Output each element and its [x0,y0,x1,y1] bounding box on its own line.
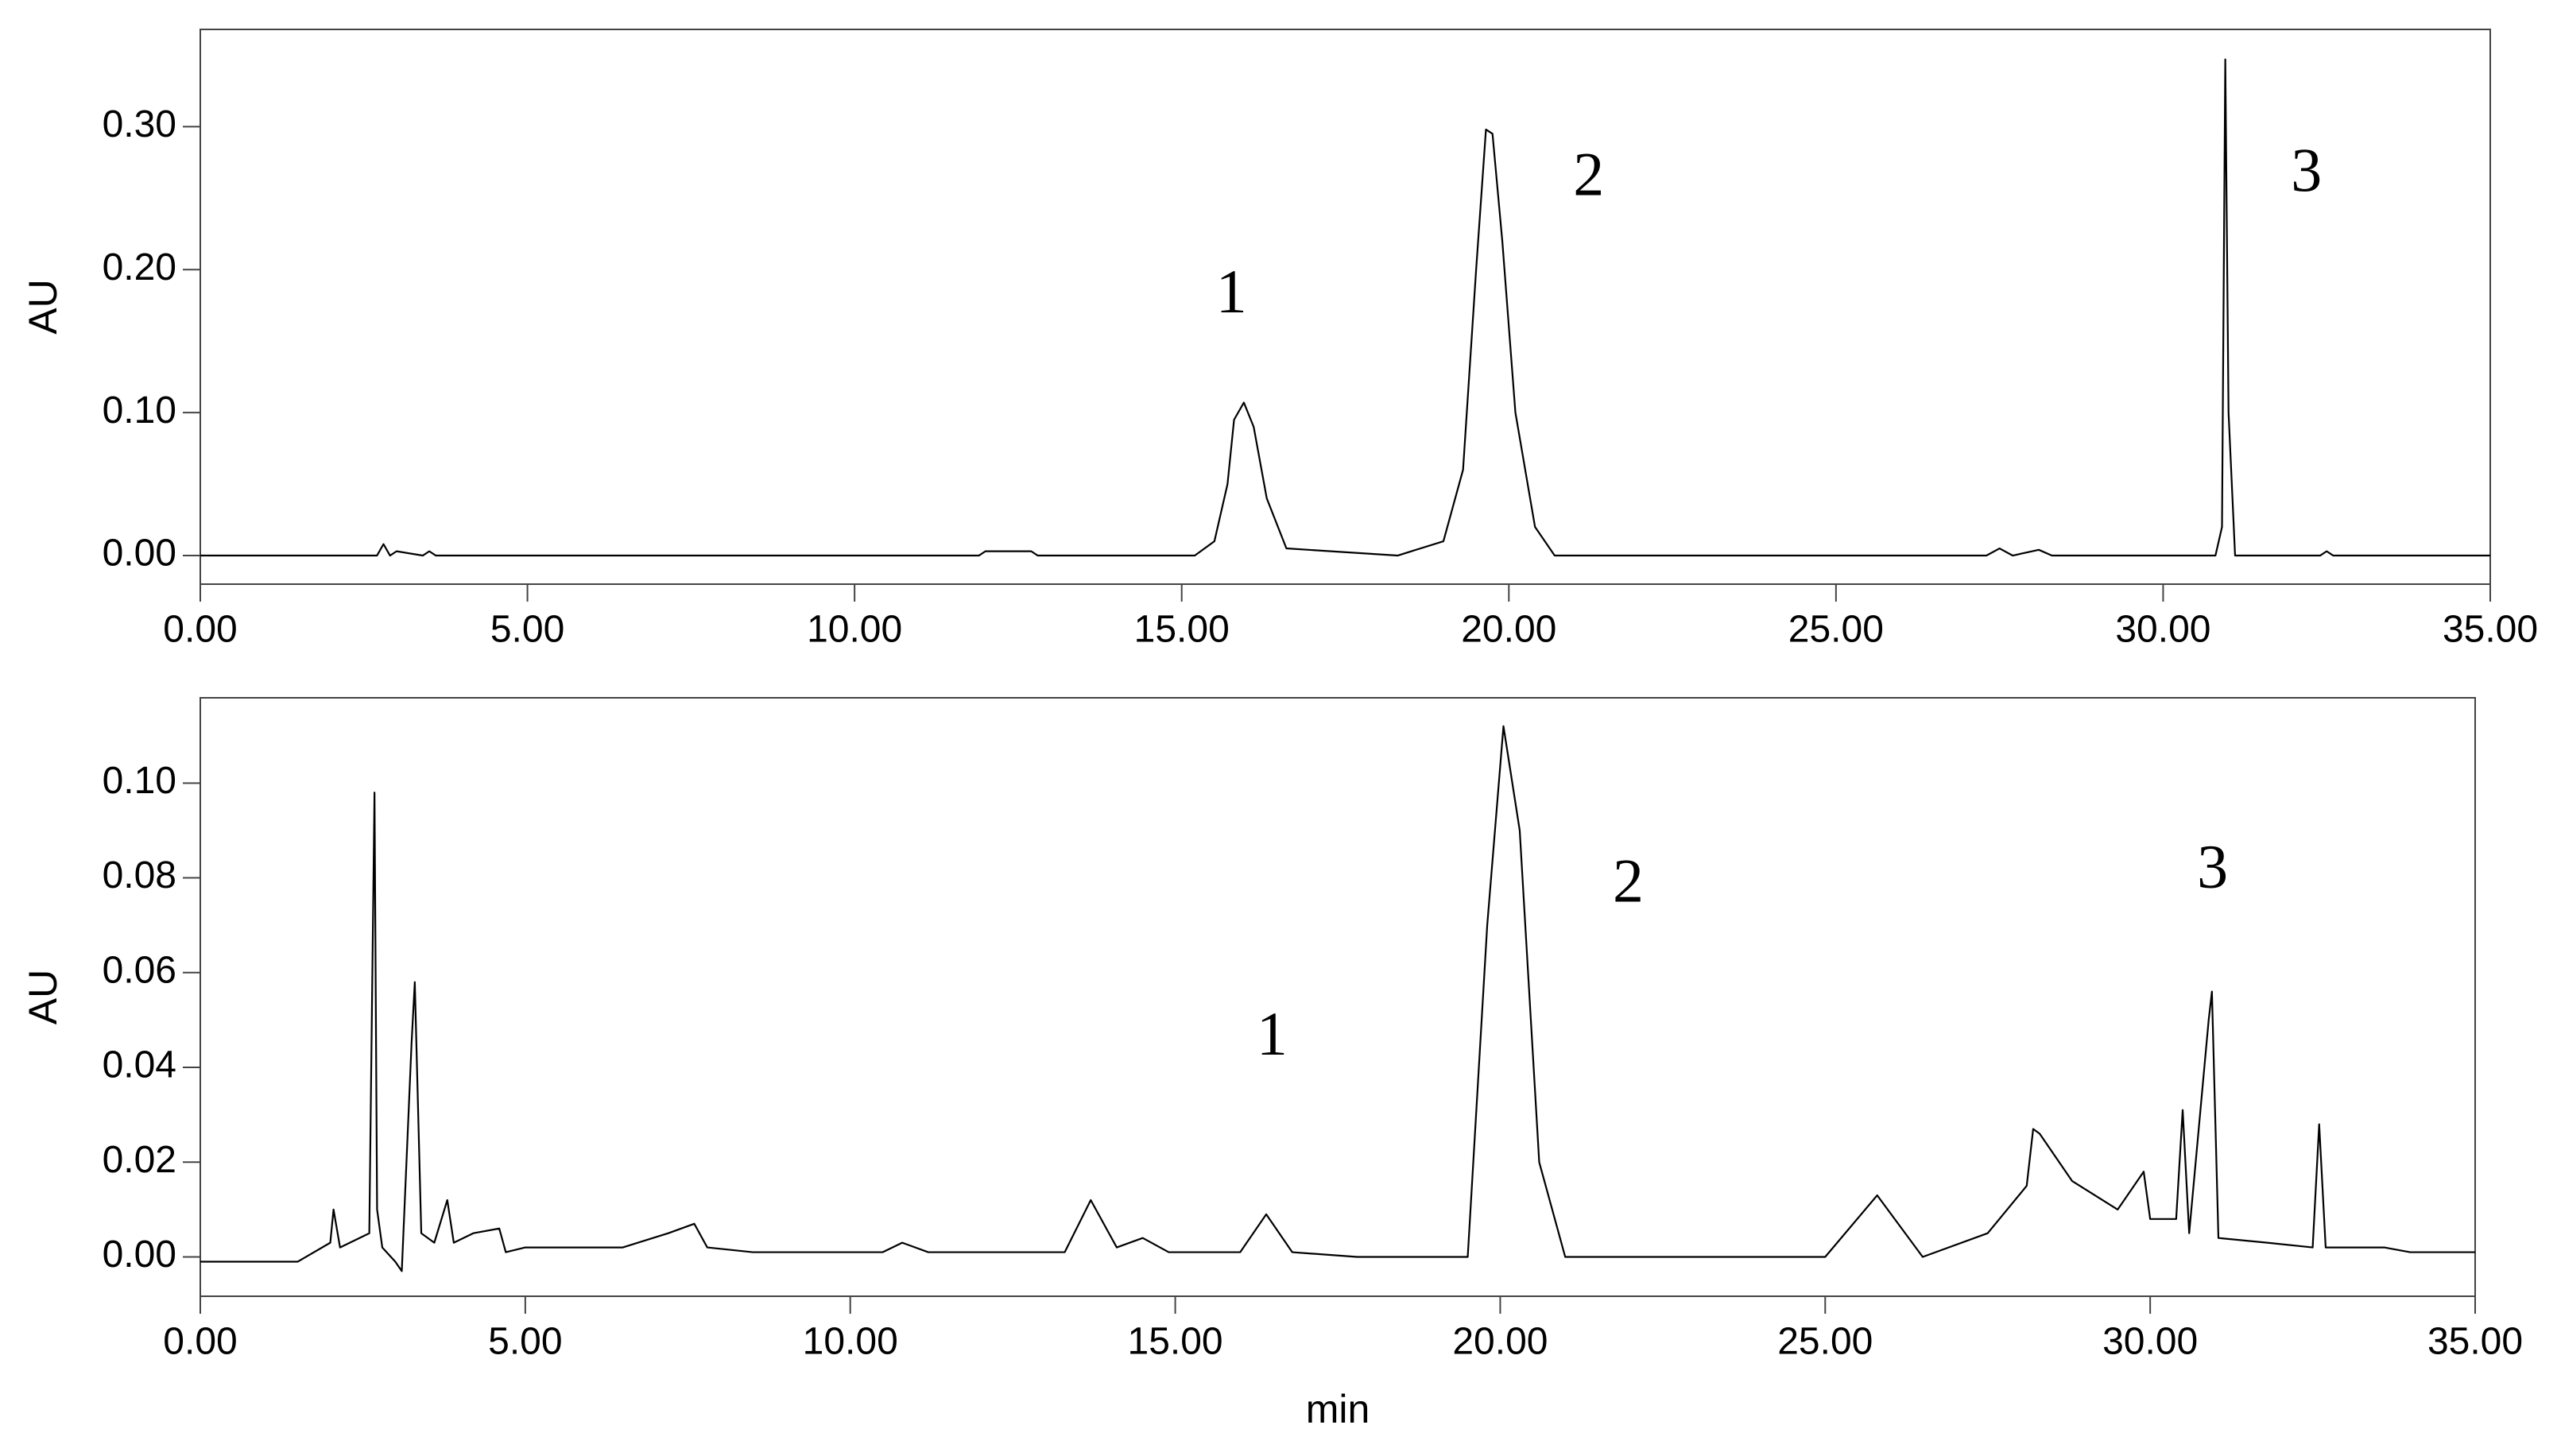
y-tick-label: 0.30 [103,103,176,145]
x-tick-label: 35.00 [2427,1321,2523,1363]
x-tick-label: 10.00 [807,609,902,651]
y-tick-label: 0.00 [103,1233,176,1276]
x-tick-label: 0.00 [163,1321,237,1363]
y-tick-label: 0.06 [103,949,176,991]
y-axis-label: AU [21,970,65,1024]
x-tick-label: 5.00 [488,1321,562,1363]
peak-label: 3 [2197,832,2228,901]
peak-label: 3 [2291,135,2322,204]
x-tick-label: 10.00 [803,1321,898,1363]
peak-label: 1 [1216,257,1247,326]
y-tick-label: 0.02 [103,1139,176,1181]
x-tick-label: 30.00 [2102,1321,2198,1363]
x-tick-label: 25.00 [1777,1321,1873,1363]
x-tick-label: 25.00 [1788,609,1884,651]
trace [200,58,2490,557]
y-tick-label: 0.20 [103,246,176,288]
y-tick-label: 0.04 [103,1044,176,1086]
plot-frame [200,697,2476,1297]
peak-label: 1 [1257,999,1288,1068]
x-tick-label: 15.00 [1128,1321,1223,1363]
x-tick-label: 20.00 [1461,609,1556,651]
y-tick-label: 0.08 [103,854,176,896]
x-tick-label: 0.00 [163,609,237,651]
y-tick-label: 0.10 [103,389,176,432]
y-tick-label: 0.10 [103,760,176,802]
x-tick-label: 35.00 [2443,609,2538,651]
peak-label: 2 [1613,846,1644,915]
x-axis-label: min [1306,1387,1370,1431]
x-tick-label: 15.00 [1134,609,1230,651]
peak-label: 2 [1573,140,1604,209]
x-tick-label: 20.00 [1452,1321,1548,1363]
plot-frame [200,29,2491,585]
x-tick-label: 30.00 [2115,609,2210,651]
trace [200,725,2475,1272]
y-tick-label: 0.00 [103,532,176,575]
x-tick-label: 5.00 [490,609,564,651]
y-axis-label: AU [21,279,65,334]
